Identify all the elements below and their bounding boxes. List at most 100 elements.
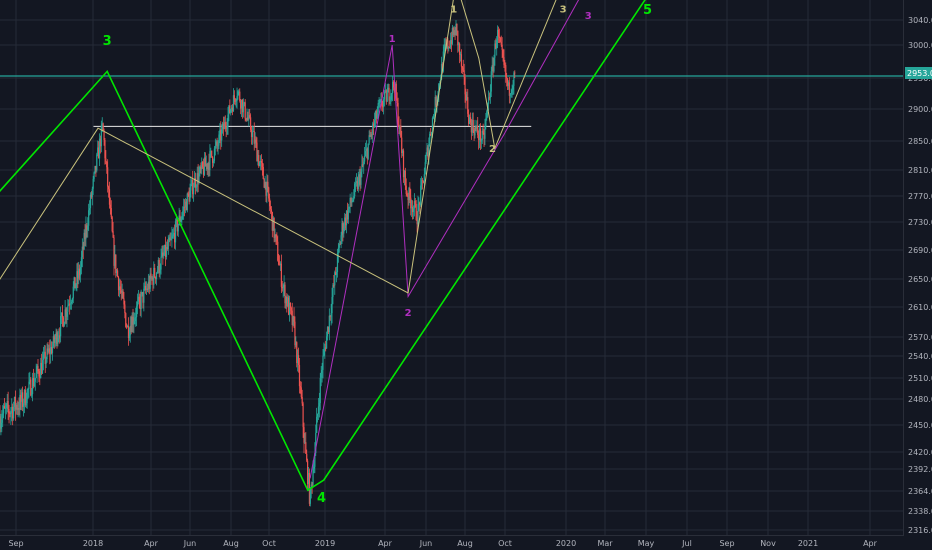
candle-body	[41, 362, 43, 374]
candle-body	[197, 173, 199, 184]
candle-body	[221, 123, 224, 130]
candle-body	[241, 99, 244, 113]
candle-body	[346, 210, 349, 220]
candle-body	[136, 306, 138, 318]
wave-label-green: 3	[103, 34, 112, 49]
candle-body	[336, 252, 339, 273]
candle-body	[0, 416, 1, 429]
candle-body	[9, 413, 11, 415]
candle-body	[3, 406, 6, 409]
candle-body	[125, 313, 127, 327]
candle-body	[91, 188, 93, 198]
candle-body	[489, 91, 491, 98]
candle-body	[410, 197, 412, 209]
candle-body	[150, 273, 152, 279]
candle-body	[177, 224, 179, 232]
candle-body	[505, 65, 507, 78]
candle-body	[114, 254, 116, 266]
candle-body	[480, 140, 482, 142]
candle-body	[97, 147, 99, 155]
wave-line	[309, 0, 580, 479]
y-tick-label: 2770.0	[908, 192, 932, 201]
candle-body	[277, 241, 279, 261]
candle-body	[422, 180, 425, 183]
candle-body	[324, 347, 326, 351]
candle-body	[154, 267, 156, 277]
candle-body	[238, 91, 240, 93]
candle-body	[17, 408, 19, 410]
candle-body	[275, 234, 277, 237]
candle-body	[412, 208, 415, 213]
candle-body	[165, 246, 168, 258]
candle-body	[347, 208, 349, 220]
candle-body	[13, 396, 16, 407]
candle-body	[291, 310, 293, 325]
candle-body	[250, 117, 252, 130]
candle-body	[299, 386, 301, 388]
y-tick-label: 2450.0	[908, 421, 932, 430]
candle-body	[465, 94, 467, 101]
candle-body	[355, 181, 358, 183]
candle-body	[307, 460, 309, 485]
candle-body	[456, 23, 458, 31]
candle-body	[499, 37, 501, 42]
candle-body	[272, 217, 274, 231]
candle-body	[322, 355, 324, 370]
candle-body	[468, 117, 471, 124]
price-axis[interactable]	[904, 0, 932, 535]
candle-body	[210, 150, 212, 152]
candle-body	[356, 181, 358, 190]
candle-body	[501, 44, 503, 50]
candle-body	[359, 174, 361, 185]
candle-body	[296, 342, 298, 364]
candle-body	[180, 219, 182, 222]
candle-body	[288, 297, 290, 315]
candle-body	[449, 47, 451, 48]
x-tick-label: May	[638, 539, 655, 548]
candle-body	[345, 217, 347, 226]
candle-body	[399, 125, 401, 129]
candle-body	[31, 394, 33, 396]
candle-body	[453, 30, 455, 35]
candle-body	[269, 198, 271, 207]
candle-body	[438, 83, 440, 95]
candle-body	[365, 148, 368, 152]
candle-body	[449, 40, 452, 48]
candle-body	[56, 332, 58, 344]
y-tick-label: 2730.0	[908, 218, 932, 227]
candle-body	[459, 54, 462, 56]
candle-body	[304, 442, 306, 443]
candle-body	[65, 309, 67, 317]
candle-body	[354, 182, 357, 184]
y-tick-label: 2610.0	[908, 303, 932, 312]
candle-body	[28, 381, 30, 390]
candle-body	[4, 408, 7, 409]
candle-body	[50, 347, 52, 355]
candle-body	[496, 40, 498, 49]
candle-body	[298, 365, 301, 387]
time-axis[interactable]	[0, 535, 932, 550]
candle-body	[457, 30, 459, 46]
candle-body	[389, 99, 391, 101]
candle-body	[379, 100, 381, 103]
candle-body	[156, 270, 159, 273]
candle-body	[475, 126, 477, 129]
candle-body	[398, 124, 400, 129]
candle-body	[89, 194, 92, 209]
candle-body	[313, 466, 315, 469]
candle-body	[207, 163, 209, 170]
candle-body	[153, 267, 155, 285]
horizontal-levels	[0, 75, 904, 127]
candle-body	[367, 143, 369, 159]
candle-body	[312, 468, 314, 485]
candle-body	[316, 416, 318, 433]
candle-body	[327, 326, 330, 333]
candle-body	[320, 373, 322, 379]
candle-body	[321, 369, 323, 374]
candle-body	[167, 241, 169, 249]
candle-body	[76, 271, 78, 284]
candle-body	[127, 325, 130, 339]
candle-body	[198, 173, 200, 184]
candle-body	[345, 210, 348, 226]
